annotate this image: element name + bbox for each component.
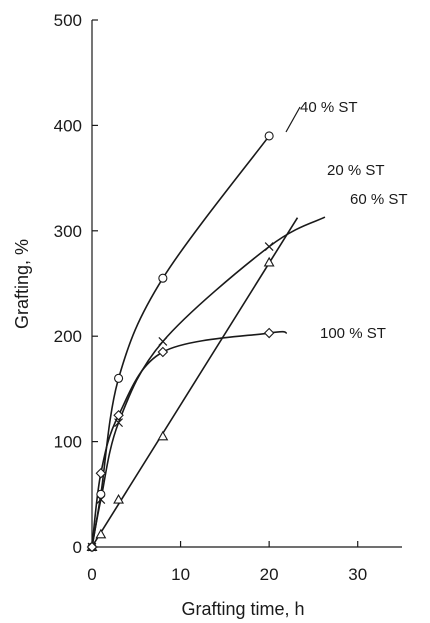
circle-marker bbox=[114, 373, 124, 383]
curves bbox=[91, 135, 326, 548]
y-tick-label: 500 bbox=[54, 11, 82, 30]
triangle-marker bbox=[263, 256, 275, 267]
x-tick-label: 30 bbox=[348, 565, 367, 584]
circle-marker bbox=[264, 131, 274, 141]
x-tick-label: 0 bbox=[87, 565, 96, 584]
cross-marker bbox=[158, 337, 168, 346]
diamond-marker bbox=[86, 541, 98, 553]
triangle-marker bbox=[95, 528, 107, 539]
series-line-20st bbox=[91, 217, 299, 548]
cross-marker bbox=[96, 495, 106, 504]
y-tick-label: 300 bbox=[54, 222, 82, 241]
labels: 40 % ST 20 % ST 60 % ST 100 % ST bbox=[285, 99, 408, 342]
x-axis-title: Grafting time, h bbox=[181, 599, 304, 619]
x-tick-label: 10 bbox=[171, 565, 190, 584]
markers bbox=[86, 131, 275, 553]
label-leader bbox=[285, 106, 301, 133]
series-line-100st bbox=[91, 330, 287, 548]
y-tick-label: 400 bbox=[54, 116, 82, 135]
y-tick-label: 200 bbox=[54, 327, 82, 346]
series-label: 100 % ST bbox=[320, 325, 386, 342]
diamond-marker bbox=[157, 346, 169, 358]
x-tick-label: 20 bbox=[260, 565, 279, 584]
triangle-marker bbox=[157, 430, 169, 441]
diamond-marker bbox=[263, 327, 275, 339]
y-tick-label: 100 bbox=[54, 433, 82, 452]
triangle-marker bbox=[113, 493, 125, 504]
cross-marker bbox=[114, 418, 123, 428]
y-tick-label: 0 bbox=[73, 538, 82, 557]
series-label: 40 % ST bbox=[300, 99, 358, 116]
diamond-marker bbox=[95, 467, 107, 479]
series-label: 60 % ST bbox=[350, 191, 408, 208]
series-label: 20 % ST bbox=[327, 162, 385, 179]
series-line-60st bbox=[91, 216, 326, 548]
series-line-40st bbox=[91, 135, 270, 548]
y-axis-title: Grafting, % bbox=[12, 239, 32, 329]
diamond-marker bbox=[113, 409, 124, 421]
circle-marker bbox=[96, 489, 106, 499]
circle-marker bbox=[158, 273, 168, 283]
cross-marker bbox=[264, 242, 274, 252]
